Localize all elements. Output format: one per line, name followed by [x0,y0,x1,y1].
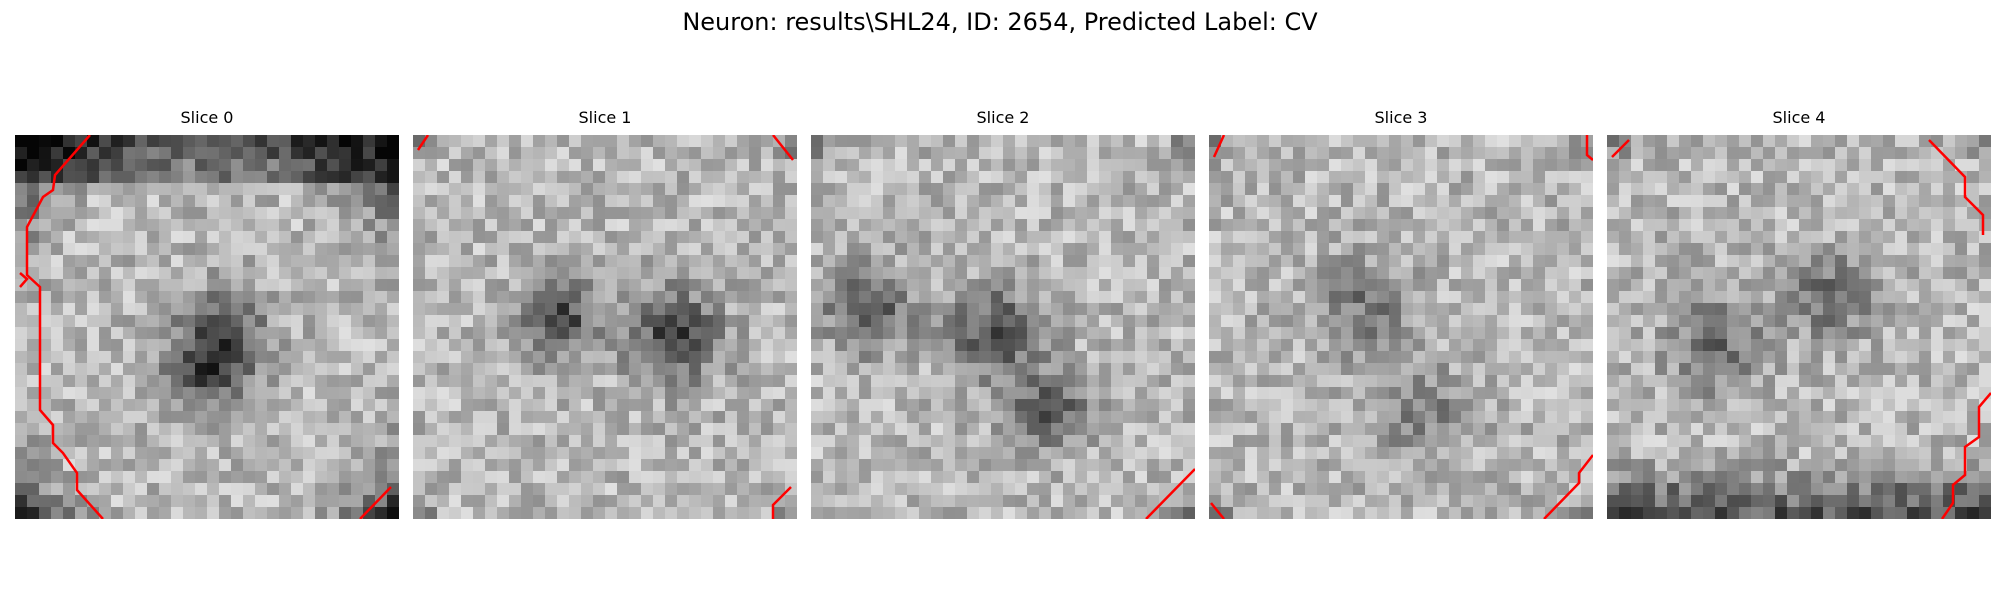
slice-title: Slice 1 [578,108,632,127]
slice-image [1607,135,1991,519]
slice-title: Slice 2 [976,108,1030,127]
slice-title: Slice 0 [180,108,234,127]
contour-line [1210,502,1225,519]
slice-image [413,135,797,519]
contour-line [1928,139,1985,235]
contour-line [772,135,794,161]
contour-line [25,135,104,519]
contour-line [1212,135,1226,158]
contour-line [1585,135,1593,161]
contour-line [1145,468,1195,519]
contour-line [1543,454,1593,519]
slice-title: Slice 4 [1772,108,1826,127]
slice-image [1209,135,1593,519]
slice-title: Slice 3 [1374,108,1428,127]
figure-title: Neuron: results\SHL24, ID: 2654, Predict… [682,8,1318,36]
contour-line [416,135,430,151]
slice-image [811,135,1195,519]
contour-line [771,486,792,519]
slice-image [15,135,399,519]
contour-line [1611,139,1630,158]
contour-line [19,272,29,288]
contour-line [1940,392,1991,519]
contour-line [359,486,392,519]
